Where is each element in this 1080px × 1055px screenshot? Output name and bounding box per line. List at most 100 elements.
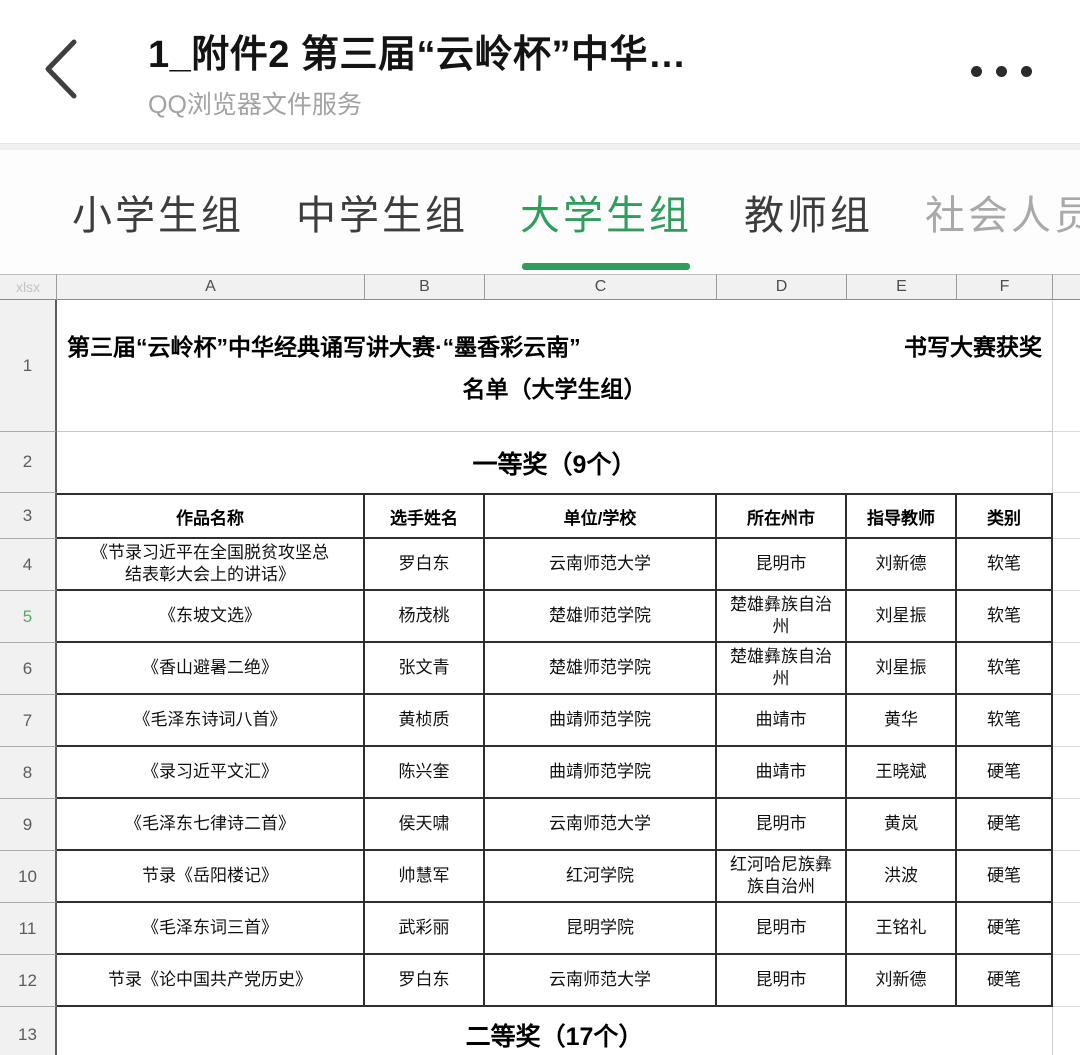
sheet-corner-cell[interactable]: xlsx bbox=[0, 274, 57, 300]
cell-contestant-name[interactable]: 侯天啸 bbox=[365, 799, 485, 851]
cell-category[interactable]: 硬笔 bbox=[957, 903, 1053, 955]
cell-category[interactable]: 硬笔 bbox=[957, 747, 1053, 799]
cell-category[interactable]: 硬笔 bbox=[957, 851, 1053, 903]
cell-teacher[interactable]: 黄华 bbox=[847, 695, 957, 747]
cell-contestant-name[interactable]: 武彩丽 bbox=[365, 903, 485, 955]
cell-school[interactable]: 云南师范大学 bbox=[485, 799, 717, 851]
cell-work-title[interactable]: 《毛泽东诗词八首》 bbox=[57, 695, 365, 747]
cell-city[interactable]: 昆明市 bbox=[717, 799, 847, 851]
row-number[interactable]: 9 bbox=[0, 799, 57, 851]
cell-school[interactable]: 昆明学院 bbox=[485, 903, 717, 955]
cell-teacher[interactable]: 刘星振 bbox=[847, 591, 957, 643]
cell-school[interactable]: 曲靖师范学院 bbox=[485, 747, 717, 799]
header-school[interactable]: 单位/学校 bbox=[485, 493, 717, 539]
table-row: 5 《东坡文选》 杨茂桃 楚雄师范学院 楚雄彝族自治州 刘星振 软笔 bbox=[0, 591, 1080, 643]
cell-work-title[interactable]: 《毛泽东词三首》 bbox=[57, 903, 365, 955]
cell-teacher[interactable]: 黄岚 bbox=[847, 799, 957, 851]
row-number[interactable]: 10 bbox=[0, 851, 57, 903]
cell-contestant-name[interactable]: 罗白东 bbox=[365, 539, 485, 591]
cell-teacher[interactable]: 刘星振 bbox=[847, 643, 957, 695]
header-city[interactable]: 所在州市 bbox=[717, 493, 847, 539]
more-menu-button[interactable] bbox=[967, 46, 1036, 97]
cell-city[interactable]: 楚雄彝族自治州 bbox=[717, 643, 847, 695]
title-line-1-left: 第三届“云岭杯”中华经典诵写讲大赛·“墨香彩云南” bbox=[67, 333, 581, 360]
row-number[interactable]: 13 bbox=[0, 1007, 57, 1055]
spreadsheet: xlsx A B C D E F 1 第三届“云岭杯”中华经典诵写讲大赛·“墨香… bbox=[0, 274, 1080, 1055]
cell-category[interactable]: 软笔 bbox=[957, 591, 1053, 643]
column-header-a[interactable]: A bbox=[57, 274, 365, 300]
back-button[interactable] bbox=[40, 37, 100, 107]
column-header-f[interactable]: F bbox=[957, 274, 1053, 300]
column-header-d[interactable]: D bbox=[717, 274, 847, 300]
cell-school[interactable]: 楚雄师范学院 bbox=[485, 591, 717, 643]
row-number[interactable]: 12 bbox=[0, 955, 57, 1007]
cell-work-title[interactable]: 《毛泽东七律诗二首》 bbox=[57, 799, 365, 851]
cell-category[interactable]: 硬笔 bbox=[957, 799, 1053, 851]
header-divider bbox=[0, 143, 1080, 150]
tab-public-group[interactable]: 社会人员 bbox=[925, 194, 1080, 238]
overflow-column-cell bbox=[1053, 432, 1080, 493]
cell-city[interactable]: 昆明市 bbox=[717, 955, 847, 1007]
cell-work-title[interactable]: 节录《论中国共产党历史》 bbox=[57, 955, 365, 1007]
cell-contestant-name[interactable]: 帅慧军 bbox=[365, 851, 485, 903]
cell-teacher[interactable]: 王铭礼 bbox=[847, 903, 957, 955]
tab-teacher-group[interactable]: 教师组 bbox=[744, 194, 873, 238]
cell-work-title[interactable]: 《节录习近平在全国脱贫攻坚总结表彰大会上的讲话》 bbox=[57, 539, 365, 591]
cell-work-title[interactable]: 节录《岳阳楼记》 bbox=[57, 851, 365, 903]
cell-contestant-name[interactable]: 黄桢质 bbox=[365, 695, 485, 747]
ellipsis-dot bbox=[1021, 66, 1032, 77]
cell-teacher[interactable]: 刘新德 bbox=[847, 955, 957, 1007]
cell-school[interactable]: 曲靖师范学院 bbox=[485, 695, 717, 747]
cell-teacher[interactable]: 刘新德 bbox=[847, 539, 957, 591]
column-header-c[interactable]: C bbox=[485, 274, 717, 300]
table-row: 12 节录《论中国共产党历史》 罗白东 云南师范大学 昆明市 刘新德 硬笔 bbox=[0, 955, 1080, 1007]
cell-school[interactable]: 云南师范大学 bbox=[485, 539, 717, 591]
cell-teacher[interactable]: 王晓斌 bbox=[847, 747, 957, 799]
merged-title-cell[interactable]: 第三届“云岭杯”中华经典诵写讲大赛·“墨香彩云南” 书写大赛获奖 名单（大学生组… bbox=[57, 300, 1053, 432]
cell-city[interactable]: 曲靖市 bbox=[717, 695, 847, 747]
column-header-b[interactable]: B bbox=[365, 274, 485, 300]
row-number[interactable]: 5 bbox=[0, 591, 57, 643]
header-work-title[interactable]: 作品名称 bbox=[57, 493, 365, 539]
row-number[interactable]: 6 bbox=[0, 643, 57, 695]
column-header-g-partial[interactable] bbox=[1053, 274, 1080, 300]
section-label-cell[interactable]: 二等奖（17个） bbox=[57, 1007, 1053, 1055]
cell-category[interactable]: 软笔 bbox=[957, 539, 1053, 591]
section-label-cell[interactable]: 一等奖（9个） bbox=[57, 432, 1053, 493]
cell-contestant-name[interactable]: 罗白东 bbox=[365, 955, 485, 1007]
table-body: 4 《节录习近平在全国脱贫攻坚总结表彰大会上的讲话》 罗白东 云南师范大学 昆明… bbox=[0, 539, 1080, 1007]
cell-city[interactable]: 昆明市 bbox=[717, 539, 847, 591]
cell-work-title[interactable]: 《香山避暑二绝》 bbox=[57, 643, 365, 695]
tab-primary-school-group[interactable]: 小学生组 bbox=[72, 194, 244, 238]
cell-contestant-name[interactable]: 杨茂桃 bbox=[365, 591, 485, 643]
cell-work-title[interactable]: 《东坡文选》 bbox=[57, 591, 365, 643]
cell-school[interactable]: 红河学院 bbox=[485, 851, 717, 903]
cell-work-title[interactable]: 《录习近平文汇》 bbox=[57, 747, 365, 799]
cell-school[interactable]: 楚雄师范学院 bbox=[485, 643, 717, 695]
row-number[interactable]: 11 bbox=[0, 903, 57, 955]
cell-category[interactable]: 软笔 bbox=[957, 643, 1053, 695]
row-number[interactable]: 4 bbox=[0, 539, 57, 591]
header-teacher[interactable]: 指导教师 bbox=[847, 493, 957, 539]
cell-category[interactable]: 硬笔 bbox=[957, 955, 1053, 1007]
cell-teacher[interactable]: 洪波 bbox=[847, 851, 957, 903]
row-number[interactable]: 1 bbox=[0, 300, 57, 432]
column-header-e[interactable]: E bbox=[847, 274, 957, 300]
cell-school[interactable]: 云南师范大学 bbox=[485, 955, 717, 1007]
row-number[interactable]: 2 bbox=[0, 432, 57, 493]
cell-contestant-name[interactable]: 张文青 bbox=[365, 643, 485, 695]
row-number[interactable]: 3 bbox=[0, 493, 57, 539]
row-number[interactable]: 8 bbox=[0, 747, 57, 799]
cell-city[interactable]: 红河哈尼族彝族自治州 bbox=[717, 851, 847, 903]
header-category[interactable]: 类别 bbox=[957, 493, 1053, 539]
row-number[interactable]: 7 bbox=[0, 695, 57, 747]
overflow-column-cell bbox=[1053, 493, 1080, 539]
cell-city[interactable]: 曲靖市 bbox=[717, 747, 847, 799]
cell-category[interactable]: 软笔 bbox=[957, 695, 1053, 747]
tab-university-group[interactable]: 大学生组 bbox=[520, 150, 692, 274]
cell-city[interactable]: 楚雄彝族自治州 bbox=[717, 591, 847, 643]
tab-middle-school-group[interactable]: 中学生组 bbox=[296, 194, 468, 238]
cell-contestant-name[interactable]: 陈兴奎 bbox=[365, 747, 485, 799]
header-contestant-name[interactable]: 选手姓名 bbox=[365, 493, 485, 539]
cell-city[interactable]: 昆明市 bbox=[717, 903, 847, 955]
